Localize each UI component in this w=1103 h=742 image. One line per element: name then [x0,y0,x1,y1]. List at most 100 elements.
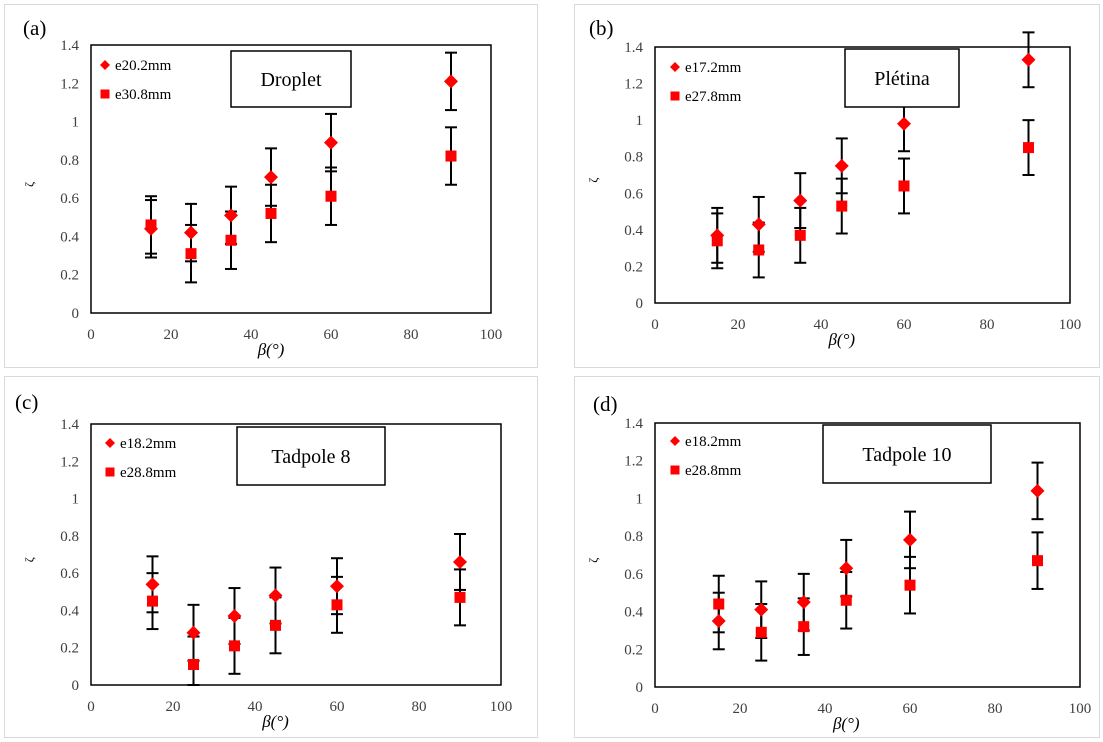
legend-marker-diamond [670,436,680,446]
data-point-square [145,219,157,231]
name-box-label: Tadpole 10 [862,444,951,466]
data-point-diamond [184,225,198,240]
data-point-square [270,619,281,631]
y-tick-label: 0 [636,296,644,312]
x-axis-title: β(°) [257,340,285,359]
data-point-diamond [444,74,458,89]
x-tick-label: 80 [404,327,419,343]
data-point-square [753,244,765,256]
x-tick-label: 40 [244,327,259,343]
plot-area [90,423,502,686]
legend-label: e17.2mm [685,60,742,76]
x-tick-label: 60 [324,327,339,343]
data-point-square [325,190,337,202]
name-box [236,426,386,486]
data-point-square [904,579,916,591]
name-box-label: Droplet [260,69,322,91]
y-tick-label: 0.4 [60,229,79,245]
y-tick-label: 1.4 [60,38,79,54]
data-point-square [794,229,806,241]
data-point-diamond [1021,52,1036,67]
data-point-diamond [793,193,808,208]
y-tick-label: 0.6 [624,186,643,202]
data-point-square [454,591,466,603]
x-tick-label: 100 [1059,317,1082,333]
data-point-square [445,150,457,162]
y-tick-label: 0 [636,680,644,696]
legend-label: e18.2mm [120,436,177,452]
data-point-diamond [796,595,811,610]
data-point-diamond [453,554,467,569]
plot-area [654,422,1081,688]
data-point-diamond [227,609,242,624]
y-tick-label: 0.6 [60,191,79,207]
panel-label: (d) [593,392,618,416]
legend-label: e28.8mm [120,465,177,481]
x-tick-label: 60 [330,699,345,715]
legend-label: e20.2mm [115,58,172,74]
data-point-diamond [145,577,160,592]
y-tick-label: 0.6 [60,566,79,582]
data-point-diamond [834,158,849,173]
data-point-square [188,658,199,670]
x-tick-label: 80 [412,699,427,715]
data-point-square [713,598,725,610]
legend-label: e27.8mm [685,89,742,105]
data-point-square [225,234,237,246]
y-tick-label: 1.4 [624,416,643,432]
y-tick-label: 1.4 [624,40,643,56]
name-box-label: Tadpole 8 [271,446,350,468]
legend-label: e18.2mm [685,434,742,450]
x-tick-label: 80 [988,701,1003,717]
data-point-square [185,248,197,260]
chart-svg: (c) 0 0.2 0.4 0.6 0.8 1 1.2 1.4 0 20 40 60 80 100 β(°) ζ… [15,390,513,731]
chart-svg: (a) 0 0.2 0.4 0.6 0.8 1 1.2 1.4 0 20 40 60 80 100 β(°) ζ… [22,16,503,359]
data-point-square [755,626,767,638]
x-tick-label: 100 [490,699,513,715]
name-box [844,48,960,108]
x-tick-label: 0 [651,701,659,717]
y-tick-label: 0 [72,306,80,322]
x-tick-label: 40 [818,701,833,717]
y-tick-label: 1.2 [60,454,79,470]
x-tick-label: 60 [903,701,918,717]
data-point-square [836,200,848,212]
data-point-diamond [897,116,911,131]
y-tick-label: 0.4 [624,223,643,239]
y-axis-title: ζ [22,557,36,562]
x-tick-label: 0 [87,699,95,715]
x-axis-title: β(°) [261,712,289,731]
y-tick-label: 0.4 [60,603,79,619]
legend-marker-diamond [105,438,115,448]
x-tick-label: 40 [814,317,829,333]
chart-panel-b: (b) 0 0.2 0.4 0.6 0.8 1 1.2 1.4 0 20 40 60 80 100 β(°) ζ… [574,4,1100,368]
data-point-square [265,207,277,219]
name-box [822,424,992,484]
x-tick-label: 100 [480,327,503,343]
legend-label: e30.8mm [115,87,172,103]
x-axis-title: β(°) [827,330,855,349]
data-point-square [711,235,723,247]
panel-label: (a) [23,16,46,40]
chart-svg: (d) 0 0.2 0.4 0.6 0.8 1 1.2 1.4 0 20 40 60 80 100 β(°) ζ… [586,392,1092,733]
y-tick-label: 1.2 [60,76,79,92]
panel-label: (b) [589,16,614,40]
y-tick-label: 1 [72,492,80,508]
x-tick-label: 100 [1069,701,1092,717]
y-axis-title: ζ [586,558,600,563]
legend-marker-square [105,467,115,477]
panel-label: (c) [15,390,38,414]
y-tick-label: 1.4 [60,417,79,433]
y-tick-label: 0.8 [624,529,643,545]
plot-area [654,46,1071,304]
name-box [230,50,352,108]
y-tick-label: 0.6 [624,567,643,583]
legend-marker-diamond [670,62,680,72]
x-tick-label: 20 [166,699,181,715]
data-point-diamond [1030,483,1045,498]
x-tick-label: 20 [164,327,179,343]
data-point-diamond [268,588,283,603]
name-box-label: Plétina [874,68,930,90]
x-tick-label: 60 [897,317,912,333]
chart-panel-d: (d) 0 0.2 0.4 0.6 0.8 1 1.2 1.4 0 20 40 60 80 100 β(°) ζ… [574,376,1100,738]
